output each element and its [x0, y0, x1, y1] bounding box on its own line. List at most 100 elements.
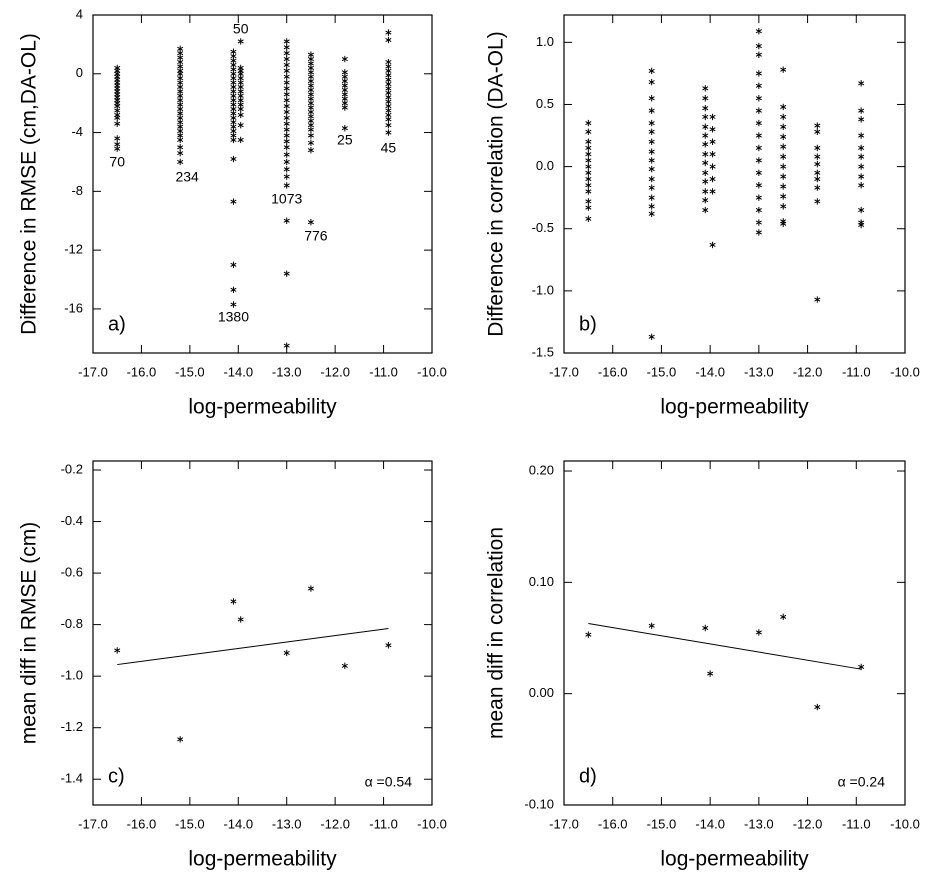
point [755, 119, 762, 127]
point [283, 649, 290, 657]
point [755, 219, 762, 226]
point [755, 629, 762, 636]
point [585, 144, 592, 152]
point [648, 95, 655, 102]
y-tick-label: -8 [71, 183, 83, 198]
x-tick-label: -13.0 [744, 816, 774, 831]
point [283, 126, 290, 133]
point [177, 144, 184, 151]
x-tick-label: -11.0 [369, 364, 398, 379]
point [780, 123, 787, 131]
point [702, 159, 709, 167]
point [385, 122, 392, 129]
point [177, 136, 184, 144]
point [283, 144, 290, 151]
point [585, 204, 592, 211]
panel-label: d) [579, 765, 597, 787]
point [177, 149, 184, 157]
point [648, 67, 655, 75]
point [755, 51, 762, 58]
point [648, 210, 655, 218]
point [755, 42, 762, 50]
panel: -17.0 -16.0 -15.0 -14.0 -13.0 -12.0 -11.0 -10.0… [18, 6, 447, 418]
point [648, 119, 655, 127]
point [755, 82, 762, 90]
x-tick-label: -13.0 [272, 816, 302, 831]
y-tick-label: -16 [64, 300, 83, 315]
point [283, 79, 290, 86]
x-tick-label: -15.0 [647, 364, 677, 379]
point [230, 286, 237, 294]
point [858, 221, 865, 229]
point [702, 188, 709, 195]
point [283, 217, 290, 224]
x-tick-label: -15.0 [175, 364, 205, 379]
point [709, 138, 716, 145]
y-tick-label: -12 [64, 242, 83, 257]
panel-label: a) [108, 313, 126, 335]
point [385, 29, 392, 36]
point [585, 188, 592, 195]
point [283, 38, 290, 45]
point [709, 126, 716, 133]
point [780, 133, 787, 140]
x-tick-label: -10.0 [890, 364, 920, 379]
point [341, 662, 348, 670]
point [307, 585, 314, 592]
point [858, 107, 865, 114]
x-tick-label: -17.0 [549, 364, 579, 379]
point [230, 136, 237, 144]
point [702, 206, 709, 214]
y-axis-label: Difference in RMSE (cm,DA-OL) [18, 33, 41, 335]
y-tick-label: -0.2 [61, 461, 83, 476]
x-tick-label: -17.0 [549, 816, 579, 831]
x-tick-label: -10.0 [890, 816, 920, 831]
point [283, 73, 290, 80]
point [283, 50, 290, 57]
point [283, 132, 290, 139]
point [237, 122, 244, 129]
y-tick-label: 0.00 [529, 685, 554, 700]
point [709, 241, 716, 249]
point [283, 166, 290, 173]
point [755, 229, 762, 236]
point [237, 111, 244, 119]
x-axis-label: log-permeability [660, 396, 809, 419]
point [114, 135, 121, 142]
x-tick-label: -12.0 [320, 364, 350, 379]
point [230, 198, 237, 205]
point [307, 219, 314, 226]
point [702, 178, 709, 185]
point [648, 128, 655, 136]
x-tick-label: -10.0 [417, 364, 447, 379]
point [283, 120, 290, 127]
point [780, 203, 787, 210]
annotation: α =0.54 [365, 774, 413, 790]
y-tick-label: -1.4 [61, 771, 83, 786]
point [755, 206, 762, 214]
point [283, 55, 290, 63]
point [648, 203, 655, 210]
point [814, 175, 821, 183]
y-tick-label: -0.10 [524, 796, 554, 811]
point [230, 301, 237, 308]
plot-frame [92, 14, 433, 354]
x-tick-label: -15.0 [647, 816, 677, 831]
point [237, 105, 244, 113]
y-tick-label: -1.0 [61, 668, 83, 683]
point [814, 153, 821, 160]
point [585, 119, 592, 127]
point [755, 169, 762, 177]
point [648, 138, 655, 145]
x-tick-label: -13.0 [272, 364, 302, 379]
point [585, 150, 592, 158]
point [283, 67, 290, 75]
point [177, 158, 184, 166]
panel: -17.0 -16.0 -15.0 -14.0 -13.0 -12.0 -11.0 -10.0… [485, 460, 920, 871]
point [114, 120, 121, 127]
y-tick-label: -1.2 [61, 719, 83, 734]
point [702, 141, 709, 148]
plot-frame [563, 460, 906, 806]
point [814, 703, 821, 711]
y-tick-label: 4 [76, 6, 83, 21]
